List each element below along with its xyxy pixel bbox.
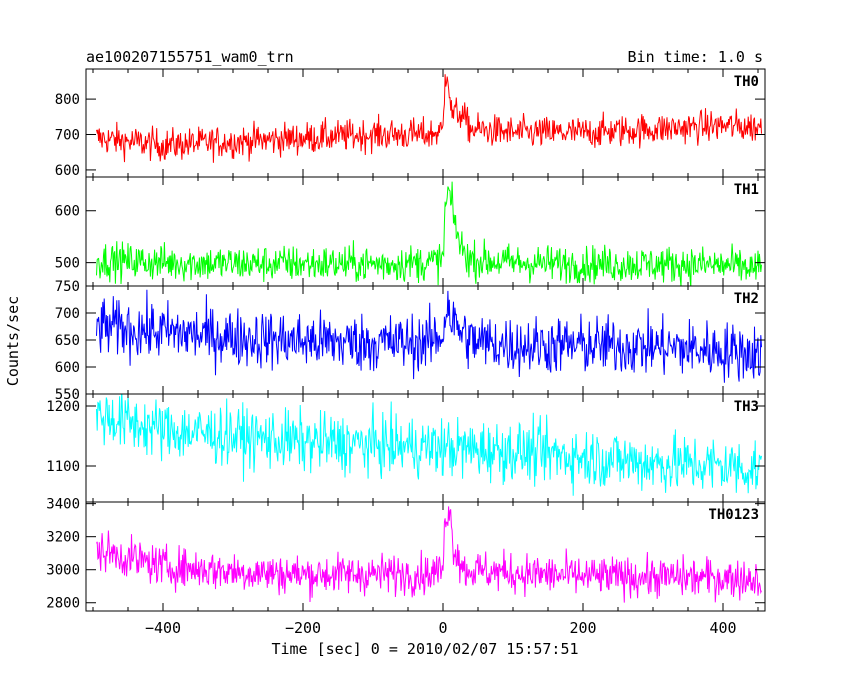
- y-tick-label: 650: [55, 333, 80, 349]
- y-tick-label: 3400: [46, 497, 80, 513]
- series-line-th0: [96, 74, 762, 163]
- y-tick-label: 700: [55, 128, 80, 144]
- chart-title: ae100207155751_wam0_trn: [86, 48, 294, 66]
- x-tick-label: −200: [285, 619, 321, 637]
- x-tick-label: −400: [145, 619, 181, 637]
- y-tick-label: 1200: [46, 399, 80, 415]
- panel-frame-th0123: [85, 501, 766, 612]
- x-tick-label: 400: [709, 619, 736, 637]
- y-tick-label: 3000: [46, 563, 80, 579]
- series-line-th3: [96, 394, 762, 496]
- x-tick-label: 0: [438, 619, 447, 637]
- bin-time-label: Bin time: 1.0 s: [628, 48, 763, 66]
- panels-group: TH0 600 700 800 TH1 500 600 TH2 550 600 650 700 750 T…: [46, 68, 766, 637]
- x-axis-label: Time [sec] 0 = 2010/02/07 15:57:51: [271, 640, 578, 658]
- y-tick-label: 700: [55, 306, 80, 322]
- series-label-th2: TH2: [734, 291, 759, 307]
- y-tick-label: 600: [55, 204, 80, 220]
- series-line-th2: [96, 289, 762, 383]
- y-tick-label: 550: [55, 387, 80, 403]
- y-tick-label: 500: [55, 256, 80, 272]
- series-line-th1: [96, 181, 762, 286]
- y-axis-label: Counts/sec: [4, 296, 22, 386]
- series-label-th0: TH0: [734, 74, 759, 90]
- panel-frame-th0: [85, 68, 766, 178]
- series-line-th0123: [96, 506, 762, 603]
- y-tick-label: 750: [55, 279, 80, 295]
- y-tick-label: 600: [55, 163, 80, 179]
- y-tick-label: 800: [55, 92, 80, 108]
- series-label-th0123: TH0123: [708, 507, 759, 523]
- y-tick-label: 1100: [46, 459, 80, 475]
- y-tick-label: 600: [55, 360, 80, 376]
- series-label-th3: TH3: [734, 399, 759, 415]
- x-tick-label: 200: [569, 619, 596, 637]
- y-tick-label: 3200: [46, 530, 80, 546]
- series-label-th1: TH1: [734, 182, 759, 198]
- y-tick-label: 2800: [46, 596, 80, 612]
